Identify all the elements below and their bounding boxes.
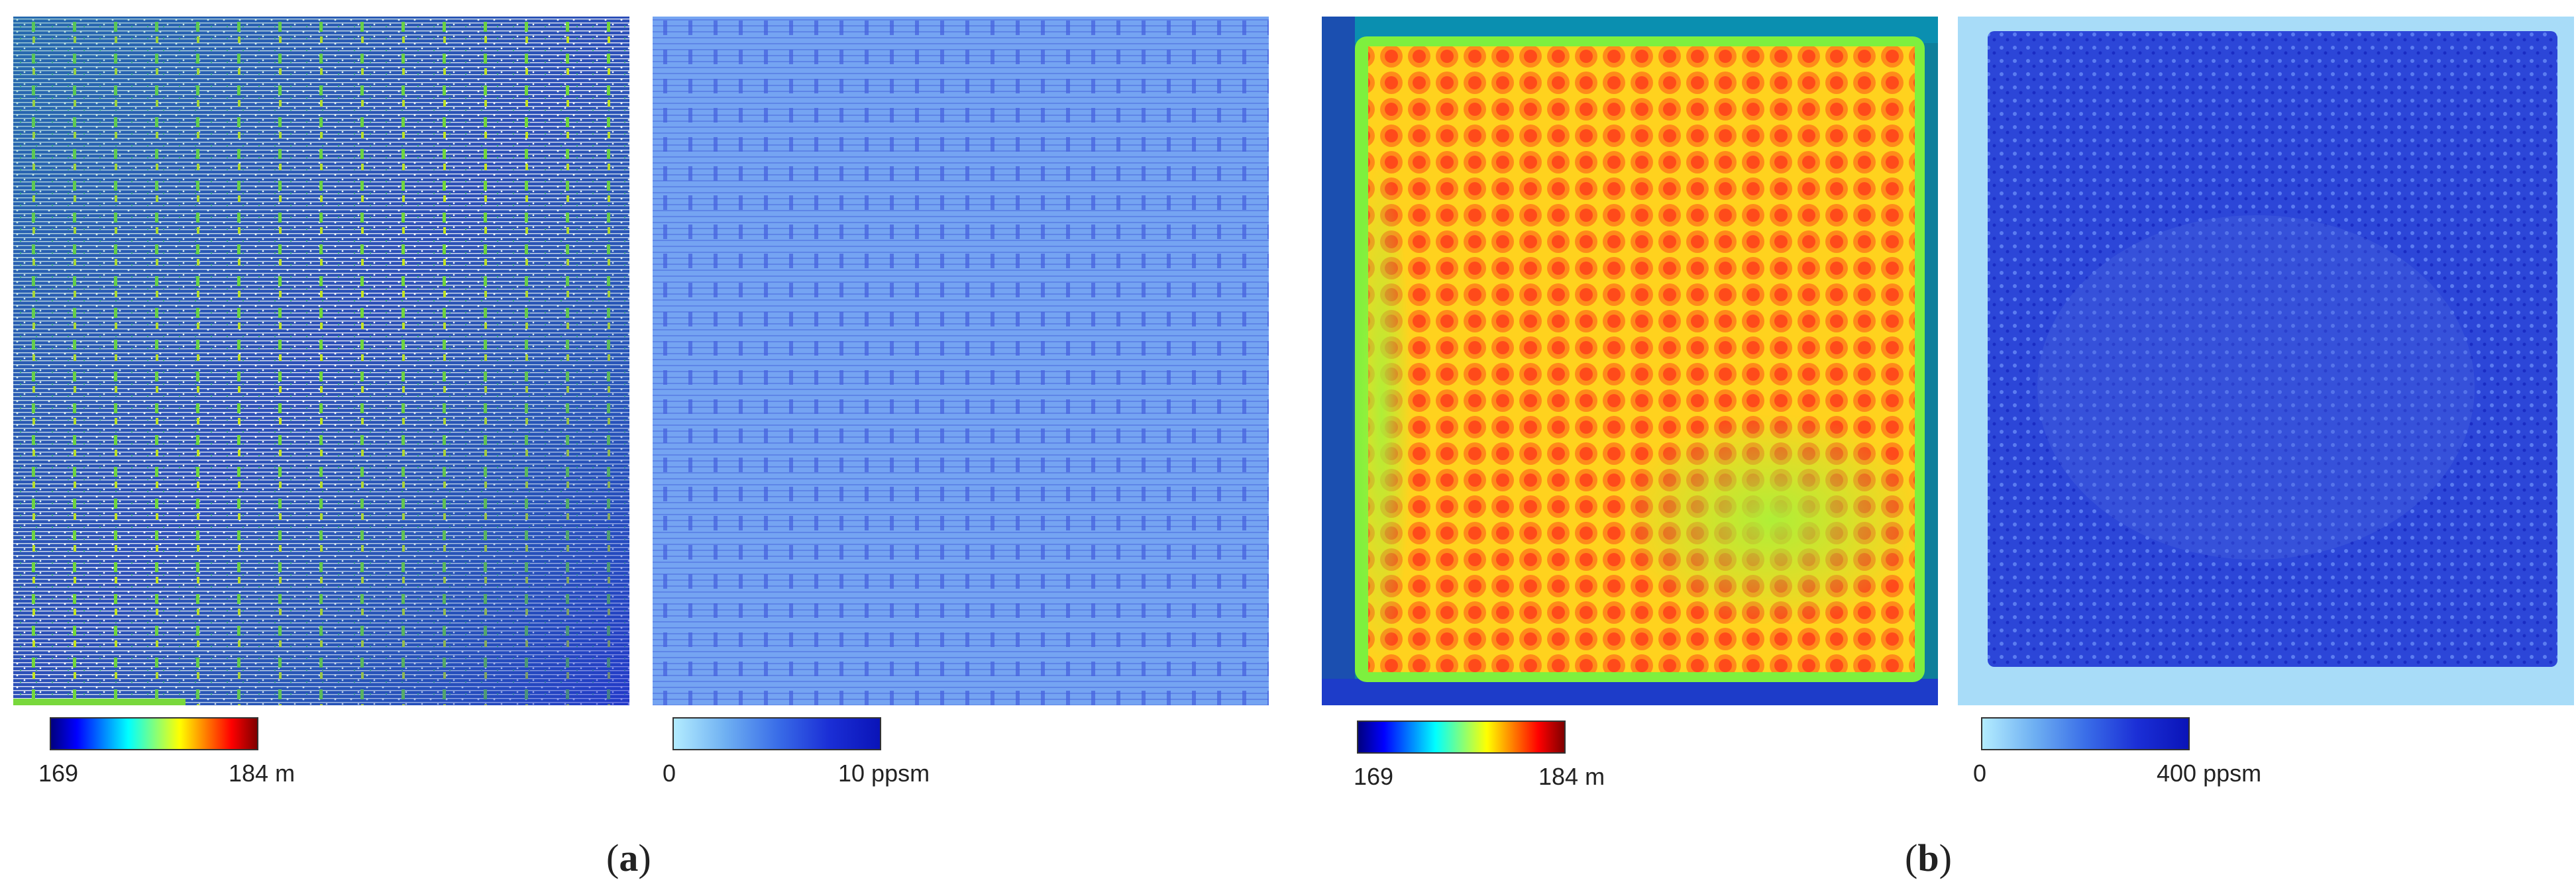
colorbar-max-label: 10 ppsm — [838, 760, 930, 787]
colorbar-min-label: 169 — [1354, 763, 1394, 790]
elevation-map-a — [13, 17, 629, 705]
colorbar-max-label: 184 m — [1538, 763, 1605, 790]
colorbar-max-label: 184 m — [229, 760, 295, 787]
colorbar-min-label: 169 — [38, 760, 79, 787]
colorbar-elevation-b — [1357, 721, 1566, 754]
density-map-a — [653, 17, 1269, 705]
density-map-b — [1958, 17, 2574, 705]
colorbar-elevation-a — [50, 717, 258, 750]
caption-a: (a) — [606, 836, 651, 879]
caption-b: (b) — [1905, 836, 1952, 879]
colorbar-min-label: 0 — [1973, 760, 1987, 787]
colorbar-density-a — [672, 717, 881, 750]
colorbar-min-label: 0 — [663, 760, 676, 787]
colorbar-density-b — [1981, 717, 2190, 750]
elevation-map-b — [1322, 17, 1938, 705]
colorbar-max-label: 400 ppsm — [2157, 760, 2262, 787]
